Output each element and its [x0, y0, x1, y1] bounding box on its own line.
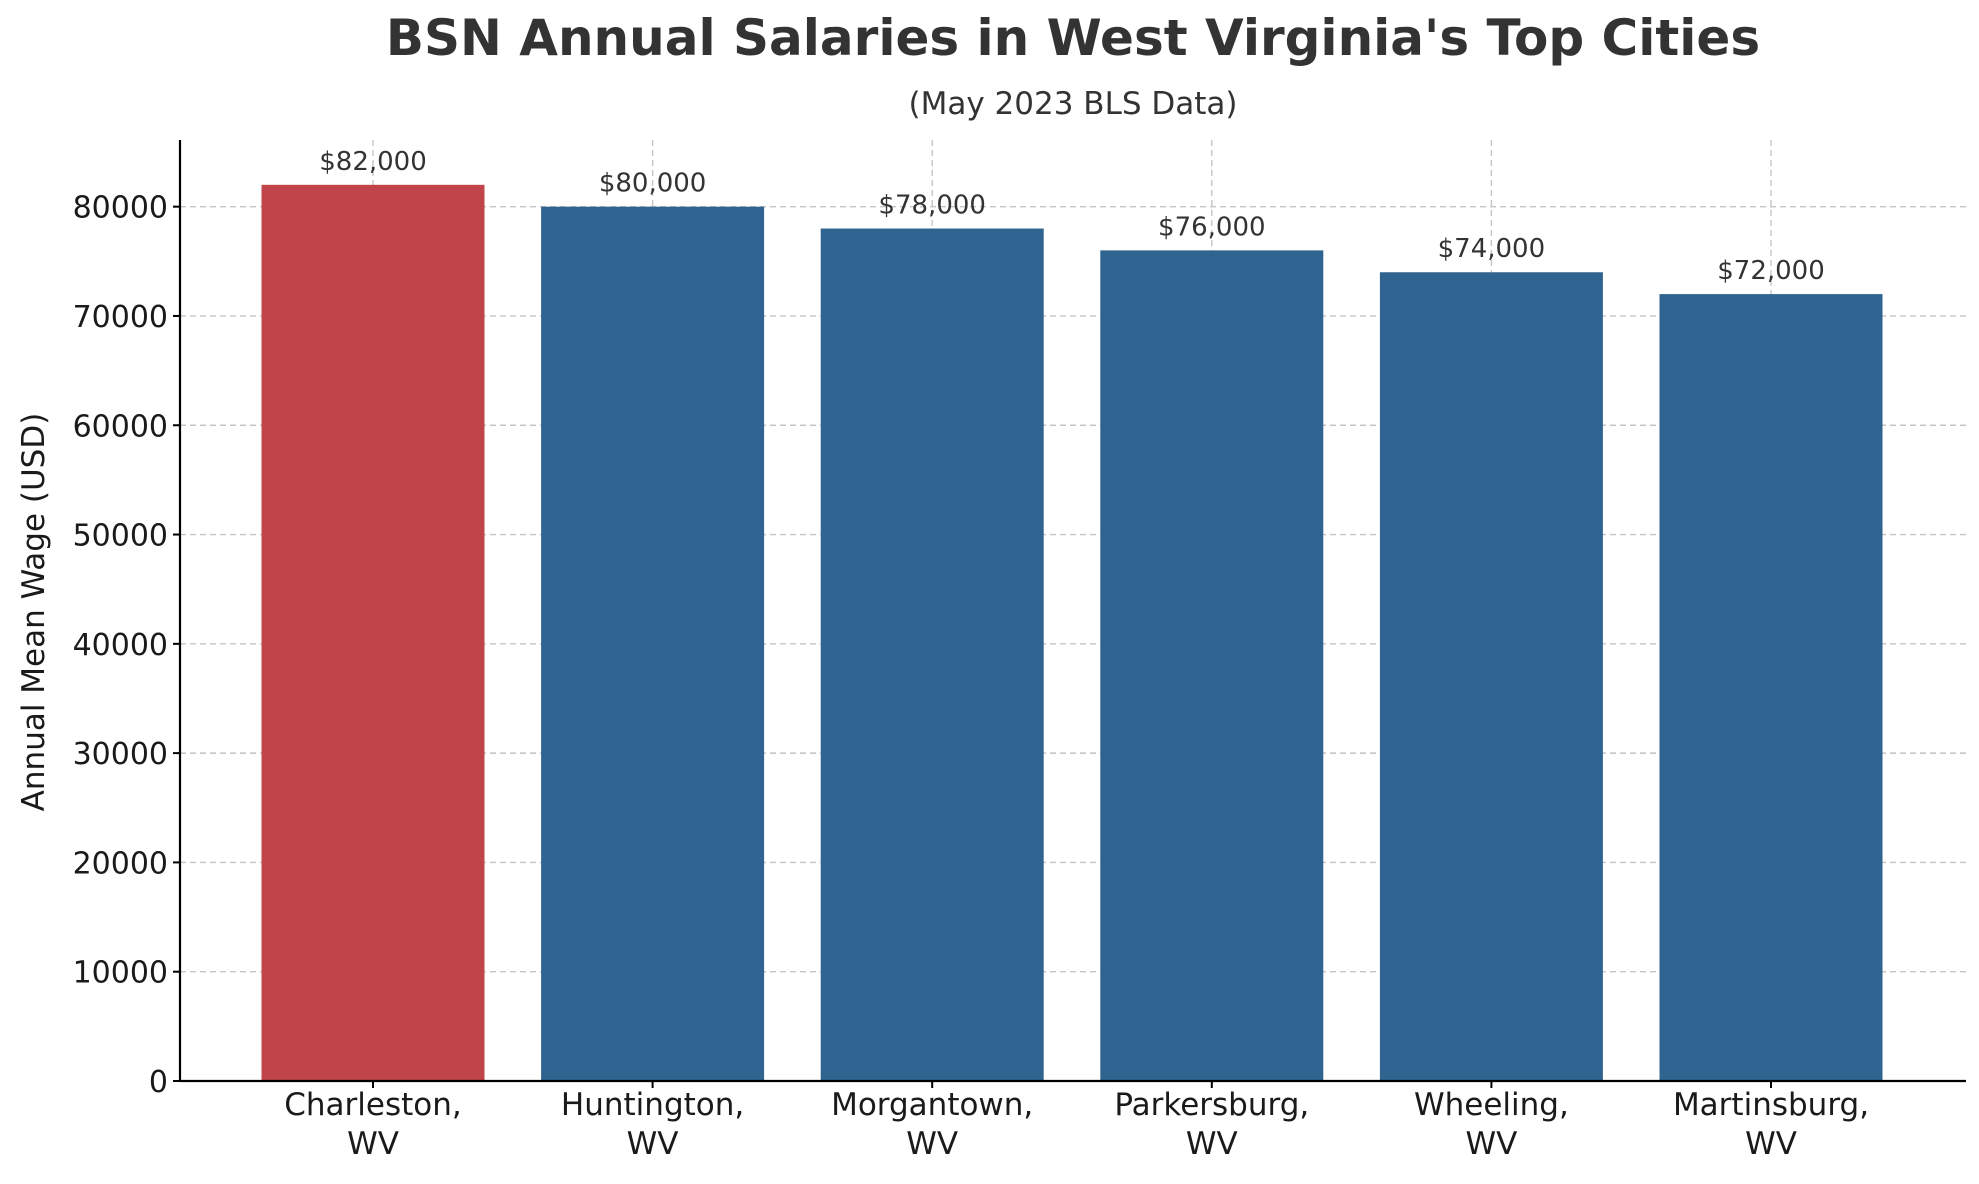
x-tick-label: Parkersburg, [1114, 1087, 1309, 1123]
bar [261, 184, 485, 1082]
y-axis-label: Annual Mean Wage (USD) [16, 413, 52, 812]
y-tick-label: 0 [149, 1065, 168, 1100]
bar-value-label: $78,000 [878, 191, 986, 221]
bar-value-label: $72,000 [1717, 256, 1825, 286]
y-tick-label: 80000 [73, 191, 168, 226]
chart-title: BSN Annual Salaries in West Virginia's T… [386, 9, 1760, 67]
value-labels: $82,000 $80,000 $78,000 $76,000 $74,000 $72,0… [319, 147, 1825, 286]
x-tick-label: Martinsburg, [1673, 1087, 1869, 1123]
chart-subtitle: (May 2023 BLS Data) [909, 86, 1238, 122]
x-tick-label: Morgantown, [831, 1087, 1033, 1123]
x-tick-label: Charleston, [284, 1087, 462, 1123]
bar-value-label: $74,000 [1438, 234, 1546, 264]
x-tick-label: WV [1186, 1126, 1238, 1162]
x-tick-label: WV [906, 1126, 958, 1162]
bar [820, 228, 1044, 1082]
y-axis-ticks: 0 10000 20000 30000 40000 50000 60000 70000 8000… [73, 191, 180, 1100]
bar [1379, 272, 1603, 1081]
bar [1659, 294, 1883, 1081]
x-tick-label: Huntington, [561, 1087, 744, 1123]
y-tick-label: 30000 [73, 737, 168, 772]
x-tick-label: WV [1745, 1126, 1797, 1162]
bar-value-label: $80,000 [599, 169, 707, 199]
x-tick-label: Wheeling, [1414, 1087, 1569, 1123]
y-tick-label: 20000 [73, 846, 168, 881]
y-tick-label: 70000 [73, 300, 168, 335]
x-axis-ticks: Charleston,WVHuntington,WVMorgantown,WVP… [284, 1081, 1869, 1162]
bars [261, 184, 1883, 1082]
y-tick-label: 40000 [73, 628, 168, 663]
y-tick-label: 50000 [73, 519, 168, 554]
x-tick-label: WV [347, 1126, 399, 1162]
bar-value-label: $82,000 [319, 147, 427, 177]
y-tick-label: 10000 [73, 956, 168, 991]
bar-value-label: $76,000 [1158, 212, 1266, 242]
axes [178, 140, 1966, 1083]
bar [1100, 250, 1324, 1082]
bar [541, 206, 765, 1081]
y-tick-label: 60000 [73, 409, 168, 444]
x-tick-label: WV [627, 1126, 679, 1162]
x-tick-label: WV [1465, 1126, 1517, 1162]
